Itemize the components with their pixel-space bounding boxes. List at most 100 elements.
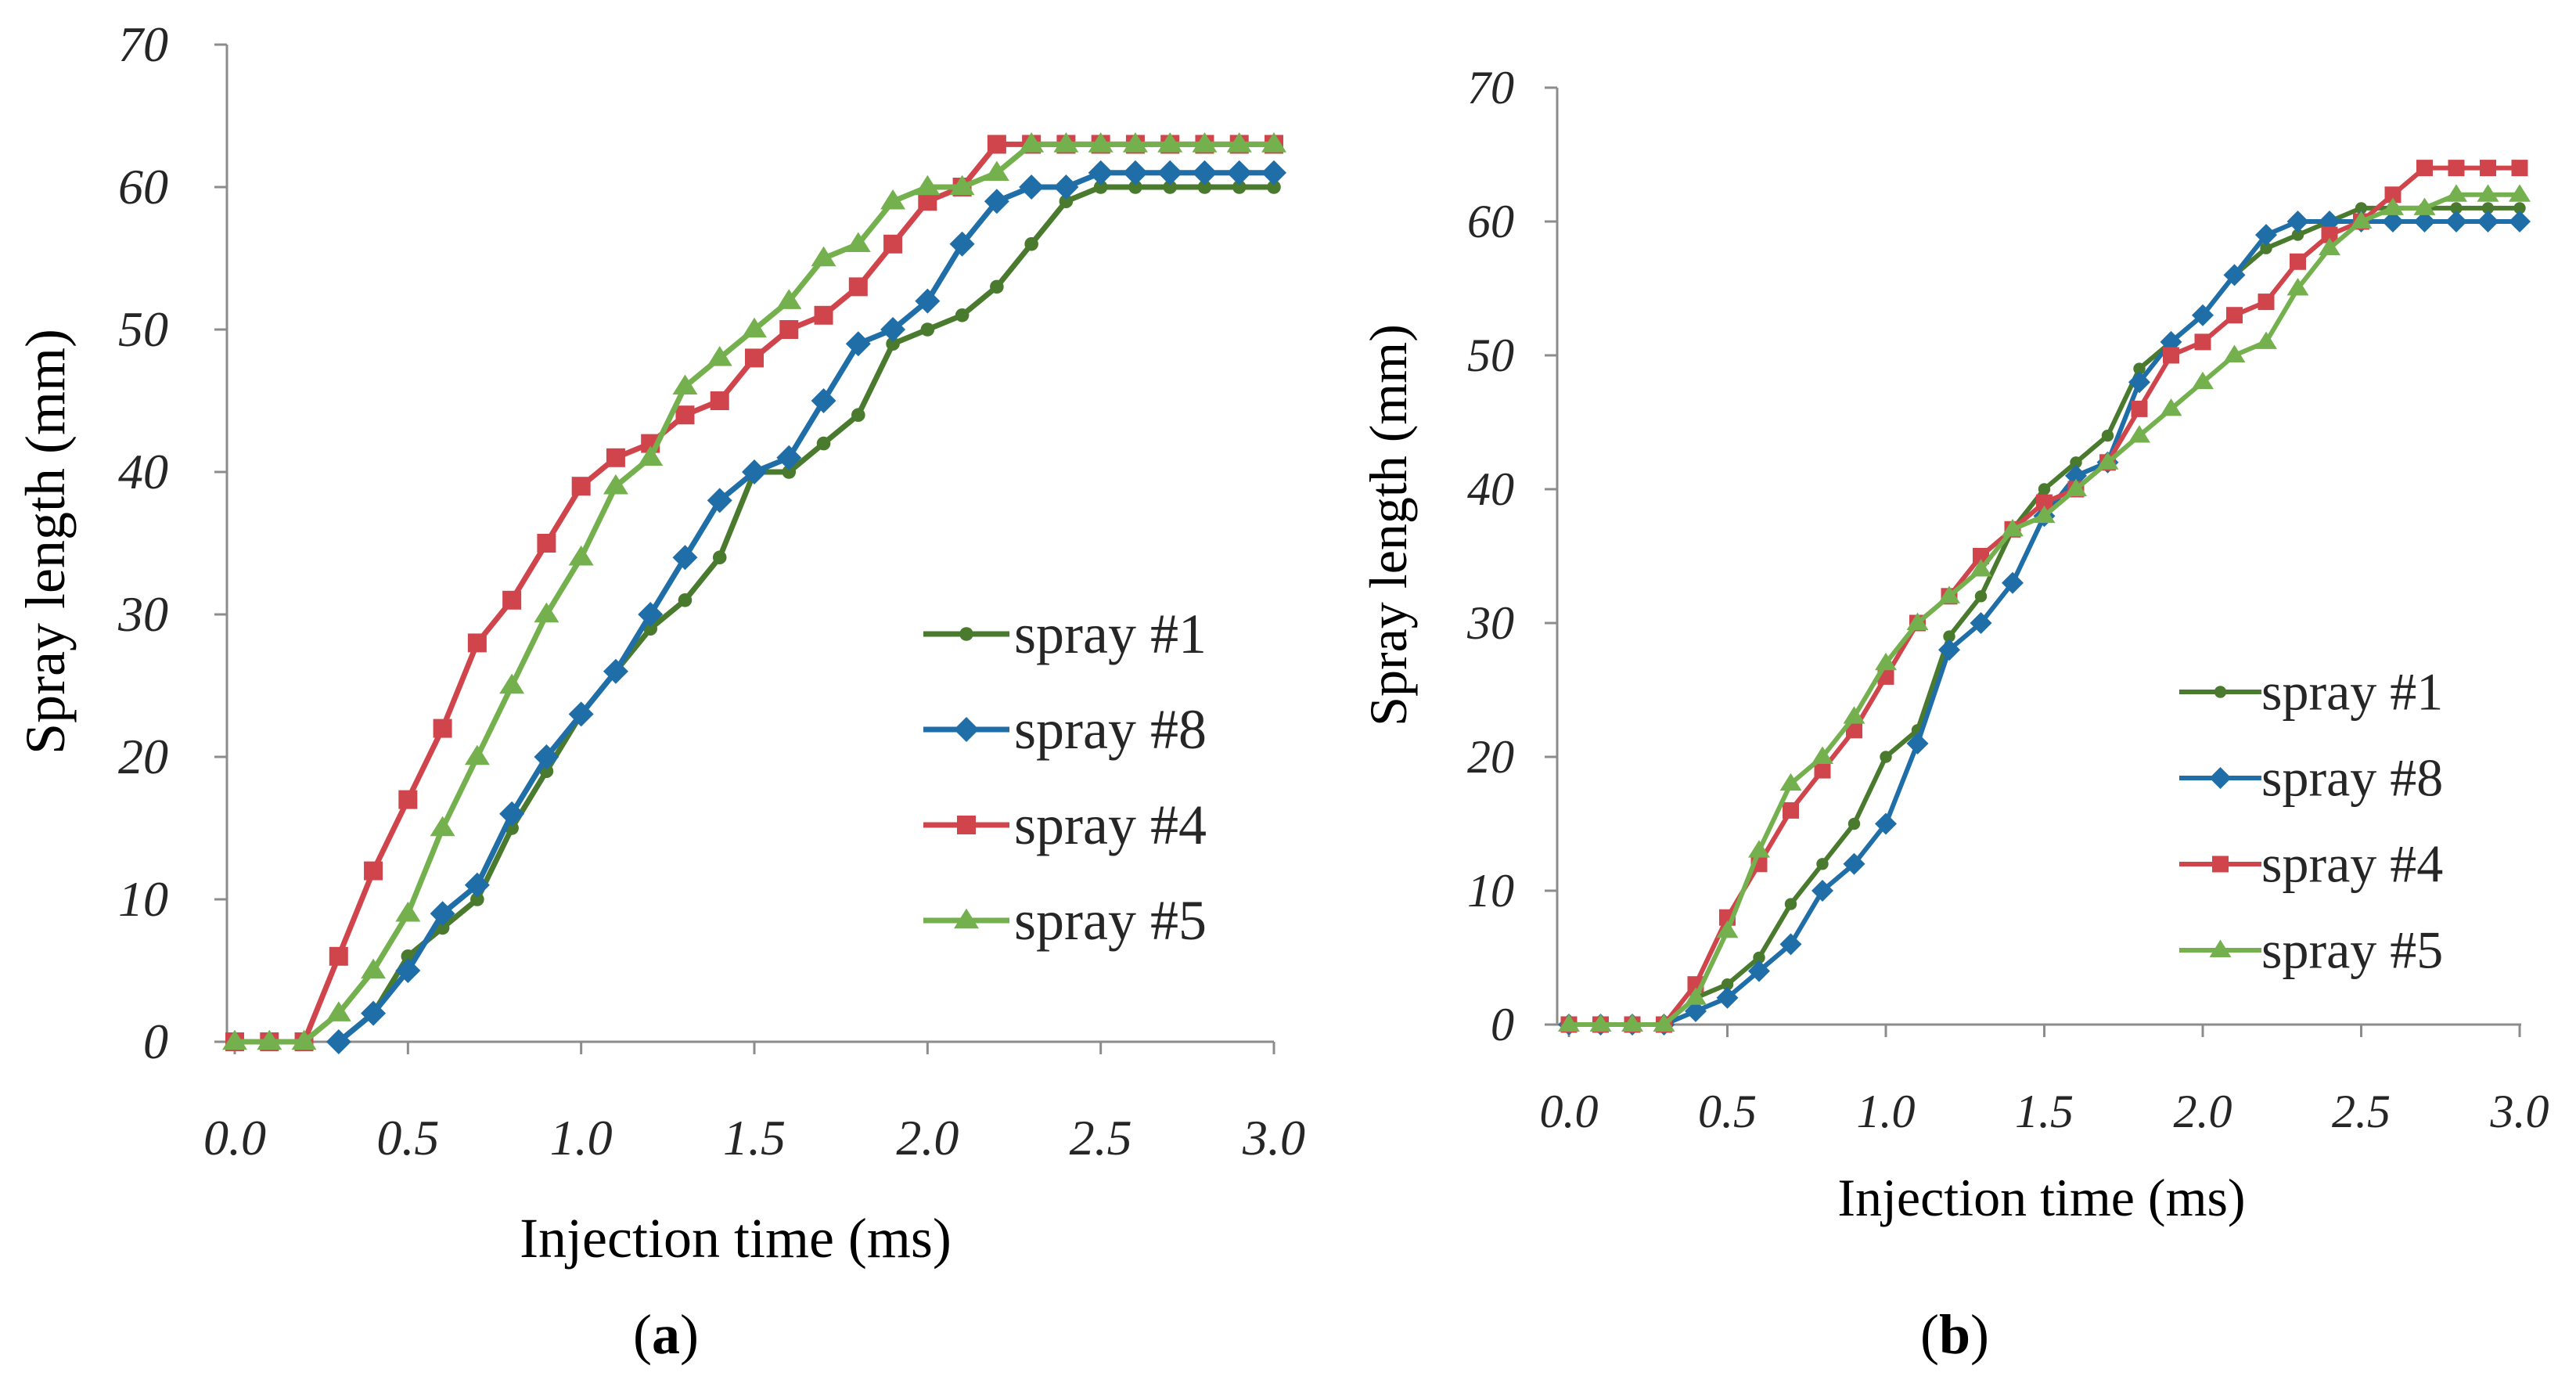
panel-b-data-point-spray-1 (1816, 858, 1829, 870)
panel-b-data-point-spray-1 (1880, 751, 1892, 763)
panel-b-data-point-spray-1 (2513, 202, 2526, 214)
panel-a-legend-label: spray #4 (1014, 794, 1207, 856)
panel-a-series-line-spray-8 (336, 170, 1274, 1044)
panel-a-data-point-spray-1 (1267, 180, 1281, 194)
panel-b-x-tick-label: 2.5 (2332, 1086, 2391, 1137)
panel-a-data-point-spray-4 (537, 534, 556, 553)
panel-a-data-point-spray-5 (464, 744, 490, 765)
panel-a-data-point-spray-1 (712, 550, 727, 564)
panel-b-series-spray-8 (1558, 211, 2531, 1036)
panel-b-data-point-spray-5 (1843, 706, 1865, 724)
panel-a-data-point-spray-8 (1157, 160, 1183, 186)
panel-a-data-point-spray-4 (883, 234, 903, 254)
panel-a-data-point-spray-8 (949, 231, 975, 257)
panel-a-data-point-spray-1 (1059, 194, 1074, 208)
panel-a-data-point-spray-1 (851, 408, 865, 422)
panel-b-legend-item-spray-5: spray #5 (2179, 920, 2443, 979)
panel-a-data-point-spray-5 (776, 289, 802, 309)
panel-b-data-point-spray-1 (1784, 898, 1797, 910)
panel-a-data-point-spray-4 (433, 719, 452, 738)
panel-a-data-point-spray-4 (814, 305, 833, 325)
panel-a-label: (a) (633, 1303, 699, 1366)
panel-b-data-point-spray-1 (1943, 630, 1955, 643)
panel-a-data-point-spray-5 (880, 189, 906, 210)
panel-a-data-point-spray-4 (329, 946, 348, 966)
panel-b-data-point-spray-4 (1973, 548, 1989, 564)
panel-b-data-point-spray-8 (1938, 639, 1960, 661)
panel-b-data-point-spray-8 (2509, 211, 2531, 232)
panel-a-data-point-spray-5 (1019, 132, 1045, 153)
panel-b-label-close: ) (1970, 1303, 1989, 1366)
panel-b-legend-label: spray #8 (2261, 747, 2443, 807)
panel-b-data-point-spray-4 (2036, 494, 2053, 511)
panel-a-data-point-spray-4 (675, 405, 695, 425)
panel-a-data-point-spray-8 (326, 1029, 351, 1054)
panel-a-data-point-spray-1 (470, 892, 484, 906)
panel-b-data-point-spray-5 (2350, 211, 2373, 229)
panel-b-data-point-spray-8 (1843, 852, 1865, 875)
panel-b-data-point-spray-8 (2002, 571, 2024, 594)
panel-b-legend-item-spray-1: spray #1 (2179, 661, 2443, 721)
panel-a-data-point-spray-8 (638, 602, 664, 627)
panel-a-x-tick-label: 3.0 (1242, 1110, 1305, 1165)
panel-b-data-point-spray-5 (2445, 184, 2467, 202)
panel-b-data-point-spray-5 (2413, 197, 2436, 215)
panel-a-data-point-spray-8 (499, 801, 525, 827)
panel-b-data-point-spray-4 (2163, 347, 2179, 364)
panel-a-data-point-spray-8 (1261, 160, 1286, 186)
panel-b-data-point-spray-5 (1875, 652, 1897, 671)
panel-b-data-point-spray-5 (1558, 1014, 1580, 1032)
panel-b-data-point-spray-5 (2065, 478, 2087, 496)
panel-a-data-point-spray-8 (742, 459, 767, 484)
panel-b-data-point-spray-4 (2290, 253, 2306, 270)
panel-b-y-tick-label: 40 (1467, 463, 1514, 515)
panel-b-data-point-spray-4 (2194, 333, 2211, 351)
panel-b-x-tick-label: 3.0 (2490, 1086, 2549, 1137)
panel-a-data-point-spray-8 (1192, 160, 1218, 186)
panel-b-data-point-spray-8 (1685, 1000, 1707, 1022)
panel-b-data-point-spray-4 (1814, 762, 1831, 779)
panel-a-x-ticks: 0.0 0.5 1.0 1.5 2.0 2.5 3.0 (203, 1042, 1305, 1165)
panel-a-data-point-spray-4 (848, 277, 868, 297)
panel-b-label-open: ( (1920, 1303, 1939, 1366)
panel-a-data-point-spray-1 (1197, 180, 1212, 194)
panel-b-data-point-spray-1 (1847, 817, 1861, 830)
panel-a-y-tick-label: 10 (118, 871, 168, 927)
panel-b-data-point-spray-1 (2450, 202, 2463, 214)
panel-a-data-point-spray-5 (257, 1029, 282, 1050)
panel-b-data-point-spray-5 (1779, 773, 1802, 791)
panel-a-data-point-spray-4 (398, 790, 418, 809)
panel-a-data-point-spray-8 (880, 317, 906, 342)
panel-b-data-point-spray-1 (2038, 483, 2051, 495)
panel-b-y-tick-label: 70 (1467, 62, 1514, 113)
panel-a-data-point-spray-5 (499, 673, 525, 694)
panel-b-data-point-spray-8 (2445, 211, 2467, 232)
panel-a-data-point-spray-8 (672, 545, 698, 571)
panel-a-x-tick-label: 1.5 (723, 1110, 786, 1165)
panel-a-label-close: ) (680, 1303, 699, 1366)
panel-a-data-point-spray-8 (361, 1000, 387, 1026)
panel-b-data-point-spray-5 (2033, 505, 2056, 524)
panel-b-label-letter: b (1939, 1303, 1970, 1366)
panel-b-data-point-spray-4 (1783, 801, 1799, 819)
panel-b-data-point-spray-4 (2226, 307, 2243, 324)
panel-b-data-point-spray-5 (2319, 237, 2340, 256)
panel-b-data-point-spray-4 (2384, 186, 2402, 204)
panel-b-legend: spray #1 spray #8 spray #4 spray #5 (2179, 661, 2443, 979)
panel-a-data-point-spray-5 (603, 474, 628, 495)
panel-b-data-point-spray-5 (2382, 197, 2404, 215)
panel-a-data-point-spray-4 (571, 477, 591, 496)
panel-a-label-letter: a (652, 1303, 680, 1366)
panel-b-data-point-spray-4 (2321, 226, 2338, 243)
panel-a-legend-label: spray #5 (1014, 889, 1207, 952)
panel-b-series-line-spray-4 (1569, 165, 2520, 1027)
panel-b-data-point-spray-8 (1875, 812, 1897, 835)
panel-a-legend-label: spray #1 (1014, 603, 1207, 665)
panel-a-y-tick-label: 60 (118, 159, 168, 214)
panel-a-legend-marker (954, 908, 979, 929)
panel-a-y-tick-label: 40 (118, 444, 168, 499)
panel-a-series-line-spray-1 (336, 184, 1274, 1044)
panel-b-data-point-spray-1 (2481, 202, 2495, 214)
panel-b-legend-marker (2209, 767, 2232, 789)
panel-b-data-point-spray-5 (1938, 585, 1960, 603)
